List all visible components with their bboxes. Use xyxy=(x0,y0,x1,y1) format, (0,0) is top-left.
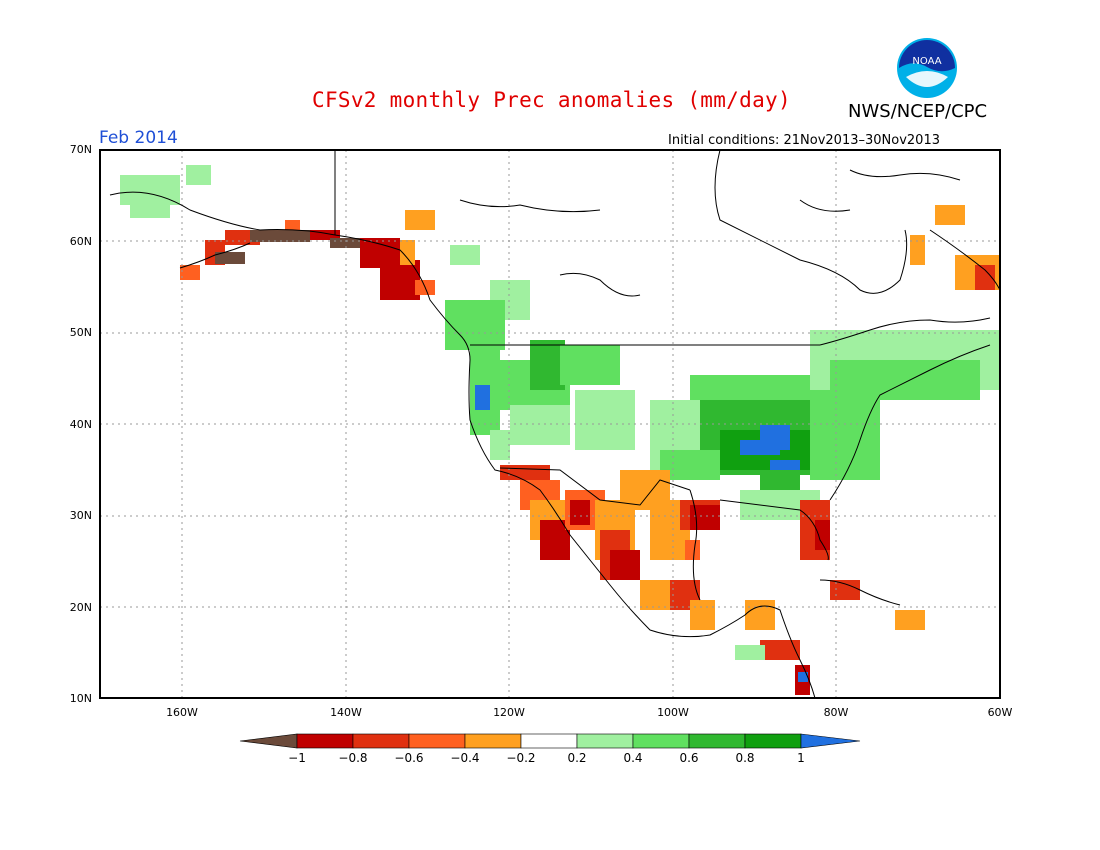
lat-label: 20N xyxy=(69,601,92,614)
colorbar-label: −0.2 xyxy=(506,751,536,765)
colorbar xyxy=(239,733,861,749)
lon-label: 60W xyxy=(987,706,1013,719)
noaa-logo: NOAA xyxy=(897,38,957,98)
initial-conditions: Initial conditions: 21Nov2013–30Nov2013 xyxy=(668,133,940,148)
lon-label: 160W xyxy=(166,706,198,719)
forecast-month: Feb 2014 xyxy=(99,128,178,148)
colorbar-arrow-high xyxy=(800,733,861,749)
lat-label: 30N xyxy=(69,509,92,522)
lon-label: 80W xyxy=(823,706,849,719)
lon-label: 100W xyxy=(657,706,689,719)
colorbar-label: 0.6 xyxy=(679,751,699,765)
colorbar-label: −0.8 xyxy=(338,751,368,765)
lat-label: 60N xyxy=(69,235,92,248)
map-frame xyxy=(99,149,1001,699)
map-gridlines xyxy=(100,150,1000,698)
lat-label: 40N xyxy=(69,418,92,431)
lat-label: 50N xyxy=(69,326,92,339)
colorbar-arrow-low xyxy=(239,733,298,749)
colorbar-label: 0.8 xyxy=(735,751,755,765)
colorbar-label: 1 xyxy=(797,751,805,765)
lat-label: 10N xyxy=(69,692,92,705)
lon-label: 140W xyxy=(330,706,362,719)
agency-label: NWS/NCEP/CPC xyxy=(848,101,988,122)
anomaly-field xyxy=(120,165,999,695)
lon-label: 120W xyxy=(493,706,525,719)
colorbar-label: 0.4 xyxy=(623,751,643,765)
colorbar-label: 0.2 xyxy=(567,751,587,765)
logo-text: NOAA xyxy=(912,56,941,67)
coastlines xyxy=(109,150,999,698)
colorbar-label: −0.4 xyxy=(450,751,480,765)
colorbar-label: −0.6 xyxy=(394,751,424,765)
lat-label: 70N xyxy=(69,143,92,156)
colorbar-label: −1 xyxy=(288,751,306,765)
chart-title: CFSv2 monthly Prec anomalies (mm/day) xyxy=(312,88,791,112)
